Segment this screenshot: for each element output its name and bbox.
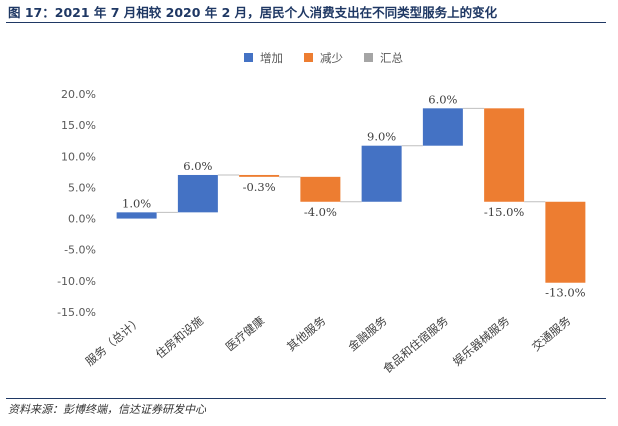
bar-0 <box>116 212 157 219</box>
bar-5 <box>422 108 463 146</box>
data-label-1: 6.0% <box>183 159 212 173</box>
y-tick-label: 15.0% <box>61 119 96 132</box>
y-tick-label: 20.0% <box>61 88 96 101</box>
y-tick-label: 0.0% <box>68 213 96 226</box>
legend-label-0: 增加 <box>260 51 283 65</box>
data-label-7: -13.0% <box>545 286 585 300</box>
legend: 增加 减少 汇总 <box>244 51 403 65</box>
x-tick-label-6: 娱乐器械服务 <box>450 313 512 368</box>
data-label-5: 6.0% <box>428 92 457 106</box>
x-tick-label-4: 金融服务 <box>345 313 390 354</box>
y-tick-label: -15.0% <box>57 306 96 319</box>
legend-label-2: 汇总 <box>380 51 403 65</box>
y-tick-label: 10.0% <box>61 150 96 163</box>
legend-label-1: 减少 <box>320 51 343 65</box>
x-tick-label-2: 医疗健康 <box>223 313 268 354</box>
data-label-3: -4.0% <box>304 205 337 219</box>
data-label-6: -15.0% <box>484 205 524 219</box>
x-tick-label-0: 服务（总计） <box>83 314 145 369</box>
data-label-0: 1.0% <box>122 196 151 210</box>
data-label-2: -0.3% <box>243 180 276 194</box>
connectors <box>156 107 546 213</box>
x-tick-label-3: 其他服务 <box>284 313 329 354</box>
legend-swatch-2 <box>364 53 373 62</box>
bars <box>116 108 586 283</box>
bar-6 <box>484 108 525 202</box>
figure-title: 图 17：2021 年 7 月相较 2020 年 2 月，居民个人消费支出在不同… <box>8 5 498 20</box>
y-axis: 20.0% 15.0% 10.0% 5.0% 0.0% -5.0% -10.0% -15.0% <box>57 88 96 319</box>
x-tick-label-1: 住房和设施 <box>153 313 206 361</box>
bar-7 <box>545 201 586 283</box>
y-tick-label: 5.0% <box>68 181 96 194</box>
bar-1 <box>177 174 218 213</box>
bar-3 <box>300 176 341 202</box>
value-labels: 1.0% 6.0% -0.3% -4.0% 9.0% 6.0% -15.0% -13.0% <box>122 92 586 299</box>
bar-2 <box>239 174 280 177</box>
title-rule <box>6 22 606 23</box>
source-rule <box>6 398 606 399</box>
legend-swatch-1 <box>304 53 313 62</box>
legend-swatch-0 <box>244 53 253 62</box>
source-note: 资料来源：彭博终端，信达证券研发中心 <box>8 403 206 416</box>
data-label-4: 9.0% <box>367 130 396 144</box>
y-tick-label: -10.0% <box>57 275 96 288</box>
x-tick-label-5: 食品和住宿服务 <box>380 313 451 376</box>
bar-4 <box>361 145 402 202</box>
x-tick-label-7: 交通服务 <box>529 313 574 354</box>
y-tick-label: -5.0% <box>64 244 96 257</box>
